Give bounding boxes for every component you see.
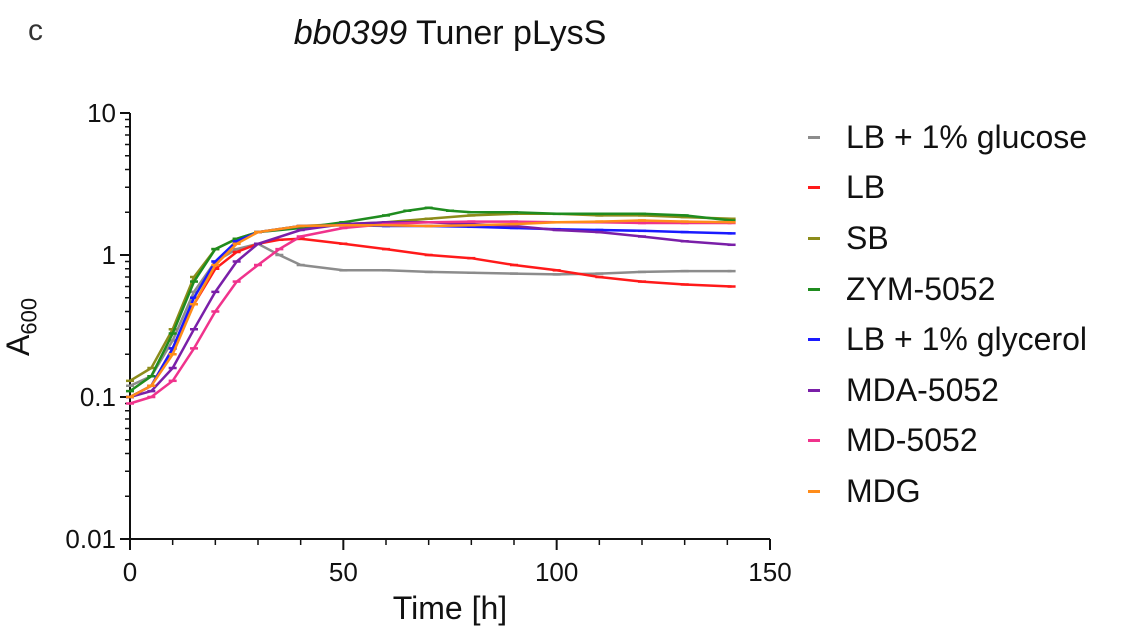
series-line-md-5052 xyxy=(129,220,732,405)
chart-title-gene: bb0399 xyxy=(293,14,408,52)
legend-swatch xyxy=(808,439,820,443)
y-tick-label: 1 xyxy=(102,240,116,270)
y-axis-label: A600 xyxy=(0,296,42,356)
x-tick-label: 150 xyxy=(748,557,791,587)
legend-swatch xyxy=(808,186,820,190)
y-tick-label: 0.1 xyxy=(80,382,116,412)
series-line-lb xyxy=(129,237,732,399)
legend-item: MDG xyxy=(808,466,1087,517)
legend-item: LB + 1% glucose xyxy=(808,112,1087,163)
legend-item: LB + 1% glycerol xyxy=(808,314,1087,365)
legend-swatch xyxy=(808,135,820,139)
series-line-sb xyxy=(129,212,732,382)
series-line-mda-5052 xyxy=(129,221,732,399)
x-tick-label: 0 xyxy=(123,557,137,587)
legend-item: MD-5052 xyxy=(808,416,1087,467)
legend-swatch xyxy=(808,287,820,291)
y-axis-label-main: A xyxy=(0,334,36,356)
legend-swatch xyxy=(808,489,820,493)
legend-item: ZYM-5052 xyxy=(808,264,1087,315)
legend-label: SB xyxy=(846,219,889,256)
legend-item: LB xyxy=(808,163,1087,214)
legend-swatch xyxy=(808,338,820,342)
y-axis-label-subscript: 600 xyxy=(16,297,42,335)
series-line-lb-1-glycerol xyxy=(129,223,732,399)
chart-legend: LB + 1% glucose LB SB ZYM-5052 LB + 1% glyce… xyxy=(808,112,1087,517)
legend-swatch xyxy=(808,388,820,392)
x-tick-label: 100 xyxy=(535,557,578,587)
legend-item: MDA-5052 xyxy=(808,365,1087,416)
legend-label: MD-5052 xyxy=(846,422,978,459)
legend-label: LB xyxy=(846,169,886,206)
legend-label: LB + 1% glycerol xyxy=(846,321,1088,358)
chart-title: bb0399 Tuner pLysS xyxy=(0,14,900,53)
legend-item: SB xyxy=(808,213,1087,264)
legend-label: MDA-5052 xyxy=(846,371,999,408)
legend-swatch xyxy=(808,236,820,240)
chart-title-rest: Tuner pLysS xyxy=(416,14,607,52)
x-tick-label: 50 xyxy=(329,557,358,587)
series-line-mdg xyxy=(129,219,732,399)
legend-label: ZYM-5052 xyxy=(846,270,996,307)
y-tick-label: 10 xyxy=(87,98,116,128)
panel-label: c xyxy=(28,14,43,47)
y-tick-label: 0.01 xyxy=(65,524,116,554)
legend-label: MDG xyxy=(846,472,921,509)
series-line-zym-5052 xyxy=(129,206,732,393)
legend-label: LB + 1% glucose xyxy=(846,118,1088,155)
x-axis-label: Time [h] xyxy=(392,590,508,626)
